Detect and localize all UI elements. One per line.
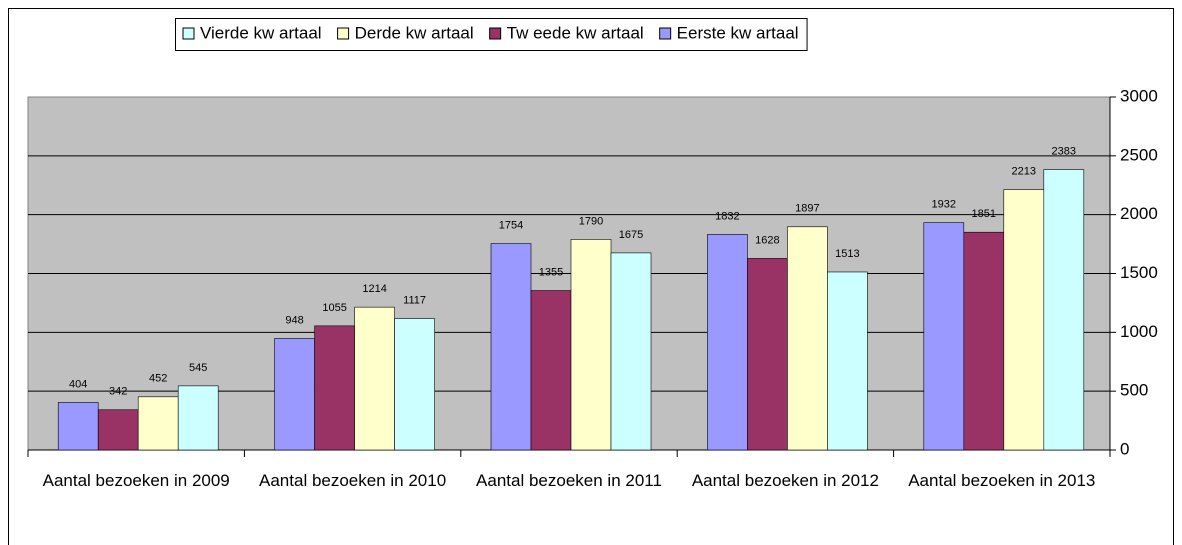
bar bbox=[177, 385, 219, 451]
legend-swatch bbox=[489, 27, 502, 40]
value-label: 1851 bbox=[972, 208, 996, 220]
bar bbox=[747, 258, 788, 451]
bar bbox=[490, 243, 532, 451]
legend-label: Vierde kw artaal bbox=[200, 23, 322, 42]
bar bbox=[963, 231, 1005, 451]
value-label: 545 bbox=[189, 362, 207, 374]
value-label: 1790 bbox=[579, 215, 603, 227]
bar bbox=[610, 252, 652, 451]
legend-swatch bbox=[182, 27, 195, 40]
value-label: 1832 bbox=[715, 210, 739, 222]
y-tick-label: 2000 bbox=[1120, 204, 1158, 223]
bar bbox=[923, 222, 965, 451]
y-tick-label: 3000 bbox=[1120, 86, 1158, 105]
x-tick-label: Aantal bezoeken in 2011 bbox=[476, 471, 662, 490]
bar bbox=[530, 290, 572, 451]
value-label: 1675 bbox=[619, 229, 643, 241]
value-label: 1628 bbox=[755, 234, 779, 246]
value-label: 1897 bbox=[795, 203, 819, 215]
y-tick-label: 1000 bbox=[1120, 322, 1158, 341]
bar bbox=[57, 402, 99, 451]
bar bbox=[570, 239, 612, 451]
bar bbox=[707, 234, 748, 451]
y-tick-label: 500 bbox=[1120, 381, 1148, 400]
legend-label: Derde kw artaal bbox=[355, 23, 474, 42]
value-label: 1355 bbox=[539, 266, 563, 278]
bar bbox=[1003, 189, 1045, 451]
bar bbox=[787, 226, 828, 451]
value-label: 1055 bbox=[322, 302, 346, 314]
value-label: 1214 bbox=[362, 283, 386, 295]
legend-label: Tw eede kw artaal bbox=[507, 23, 644, 42]
value-label: 2213 bbox=[1012, 166, 1036, 178]
bar bbox=[137, 396, 179, 451]
value-label: 404 bbox=[69, 378, 87, 390]
bar bbox=[354, 306, 395, 451]
value-label: 1932 bbox=[932, 199, 956, 211]
value-label: 2383 bbox=[1052, 146, 1076, 158]
legend-swatch bbox=[659, 27, 672, 40]
value-label: 1513 bbox=[835, 248, 859, 260]
value-label: 1754 bbox=[499, 220, 523, 232]
y-tick-label: 0 bbox=[1120, 439, 1129, 458]
y-tick-label: 2500 bbox=[1120, 145, 1158, 164]
value-label: 452 bbox=[149, 373, 167, 385]
legend-label: Eerste kw artaal bbox=[677, 23, 799, 42]
bar bbox=[394, 318, 435, 451]
x-tick-label: Aantal bezoeken in 2013 bbox=[908, 471, 1096, 490]
bar bbox=[827, 271, 868, 451]
bar bbox=[97, 409, 139, 451]
bar bbox=[274, 338, 315, 451]
x-tick-label: Aantal bezoeken in 2010 bbox=[259, 471, 447, 490]
bar bbox=[314, 325, 355, 451]
value-label: 948 bbox=[285, 314, 303, 326]
value-label: 342 bbox=[109, 386, 127, 398]
y-tick-label: 1500 bbox=[1120, 263, 1158, 282]
value-label: 1117 bbox=[403, 294, 426, 306]
x-tick-label: Aantal bezoeken in 2009 bbox=[42, 471, 230, 490]
bar bbox=[1043, 169, 1085, 451]
legend-swatch bbox=[337, 27, 350, 40]
x-tick-label: Aantal bezoeken in 2012 bbox=[691, 471, 879, 490]
